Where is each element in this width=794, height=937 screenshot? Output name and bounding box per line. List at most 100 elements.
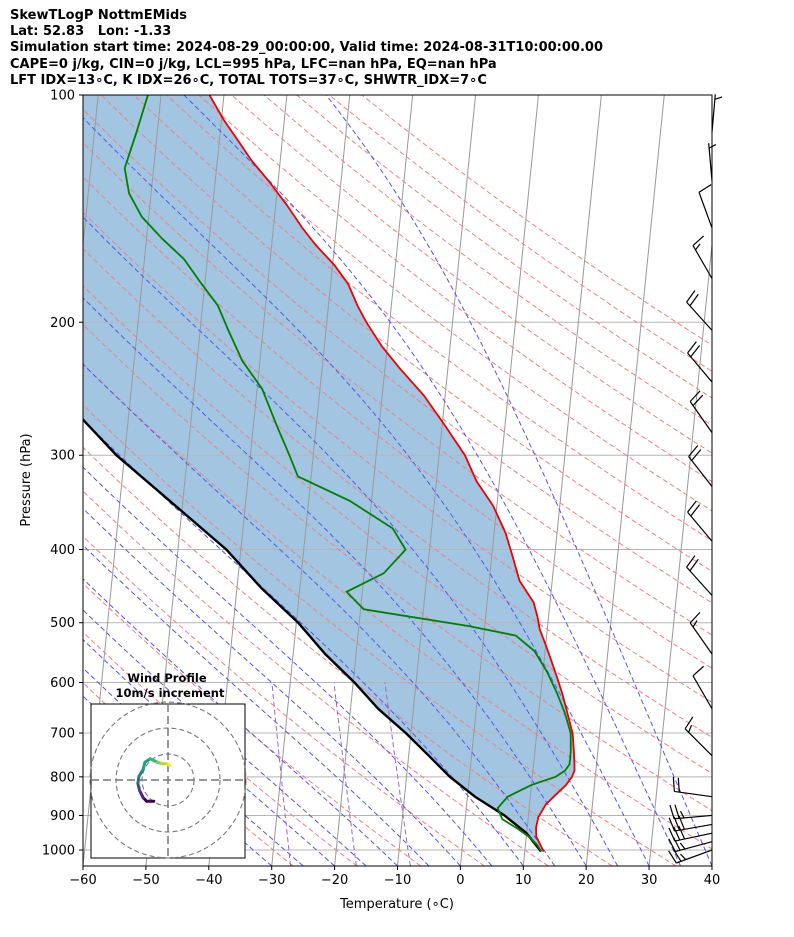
wind-barb (669, 804, 713, 820)
hodograph-inset: Wind Profile 10m/s increment (89, 671, 247, 859)
y-tick-label: 400 (50, 543, 75, 558)
y-tick-label: 1000 (42, 844, 75, 859)
wind-barb (668, 825, 713, 842)
dry-adiabat (83, 285, 712, 775)
wind-barb-feather (698, 184, 712, 193)
wind-barb-staff (689, 622, 713, 655)
moist-adiabat (83, 507, 461, 866)
isotherm-line (271, 95, 351, 866)
wind-barb-staff (674, 814, 713, 820)
wind-barb-feather (689, 611, 701, 624)
dry-adiabat (100, 95, 712, 572)
moist-adiabat (83, 609, 367, 866)
wind-barb (687, 341, 713, 383)
wind-barb-feather (692, 665, 705, 677)
series-layer (83, 95, 576, 853)
wind-barb-feather (695, 243, 701, 251)
wind-barb-feather (677, 777, 680, 793)
wind-barb-feather (686, 290, 696, 303)
mixing-ratio-line (333, 682, 357, 866)
dry-adiabat (83, 363, 712, 850)
chart-title-line-3: Simulation start time: 2024-08-29_00:00:… (10, 40, 603, 56)
chart-title-line-4: CAPE=0 j/kg, CIN=0 j/kg, LCL=995 hPa, LF… (10, 56, 497, 72)
wind-barb-feather (679, 810, 685, 819)
wind-barb (692, 235, 713, 279)
dry-adiabat (83, 108, 712, 604)
y-tick-label: 100 (50, 89, 75, 104)
wind-barb-staff (686, 566, 713, 596)
wind-barb (687, 500, 713, 542)
isotherm-line (585, 95, 665, 866)
dry-adiabat (83, 247, 712, 738)
isotherm-line (334, 95, 414, 866)
wind-barb-staff (692, 245, 713, 279)
wind-barb (668, 837, 713, 853)
hodograph-subtitle: 10m/s increment (116, 686, 225, 700)
y-tick-label: 700 (50, 727, 75, 742)
mixing-ratio-line (271, 682, 292, 866)
wind-barb-feather (687, 341, 697, 354)
wind-barb-feather (688, 725, 693, 733)
wind-barb-feather (689, 558, 699, 572)
wind-barb-feather (689, 293, 699, 307)
wind-barb-staff (674, 832, 713, 842)
wind-barb (689, 390, 713, 433)
wind-barb-staff (689, 401, 713, 433)
dry-adiabat (83, 323, 712, 812)
x-tick-label: 40 (704, 873, 721, 888)
wind-barb-staff (684, 728, 713, 757)
parcel-profile-line (83, 417, 543, 853)
wind-barb-feather (680, 853, 687, 860)
isotherm-line (459, 95, 539, 866)
isotherm-line (711, 861, 712, 866)
moist-adiabat (325, 95, 712, 866)
wind-barb-feather (690, 504, 701, 517)
wind-barb (686, 290, 713, 331)
y-tick-label: 200 (50, 316, 75, 331)
wind-barb-feather (708, 144, 717, 149)
hodograph-segment (166, 762, 172, 768)
wind-barb-feather (691, 449, 702, 461)
x-tick-label: −60 (69, 873, 96, 888)
moist-adiabat (83, 466, 493, 866)
wind-barb (672, 777, 713, 798)
wind-barb-feather (688, 445, 699, 457)
dry-adiabat (83, 631, 358, 866)
x-tick-label: 0 (456, 873, 464, 888)
wind-barb (708, 143, 717, 182)
moist-adiabat (83, 363, 556, 866)
wind-barb (711, 94, 723, 133)
wind-barb-staff (688, 456, 713, 487)
wind-barb-staff (711, 94, 716, 133)
dry-adiabat (166, 95, 712, 512)
chart-title-line-2: Lat: 52.83 Lon: -1.33 (10, 24, 172, 40)
wind-barb-staff (674, 790, 713, 798)
wind-barb-staff (708, 143, 713, 182)
chart-title-line-1: SkewTLogP NottmEMids (10, 8, 188, 23)
dry-adiabat (83, 404, 677, 866)
y-tick-label: 500 (50, 616, 75, 631)
wind-barb (686, 555, 713, 596)
dry-adiabat (198, 95, 712, 483)
wind-barbs (668, 94, 723, 864)
wind-barb-feather (672, 777, 675, 792)
dewpoint-line (123, 95, 572, 853)
cin-fill-layer (83, 95, 575, 852)
wind-barb (684, 716, 713, 757)
y-tick-label: 900 (50, 809, 75, 824)
wind-barb-feather (679, 842, 686, 850)
wind-barb-feather (673, 826, 681, 841)
wind-barb-feather (674, 804, 680, 819)
isotherm-line (522, 95, 602, 866)
wind-barb-feather (684, 716, 694, 730)
wind-barb-staff (687, 511, 713, 542)
wind-barb-feather (687, 500, 697, 513)
mixing-ratio-line (384, 682, 411, 866)
wind-barb-staff (686, 301, 713, 331)
wind-barb (689, 611, 713, 655)
x-tick-label: 30 (641, 873, 658, 888)
x-tick-label: 10 (515, 873, 532, 888)
axes-layer: −60 −50 −40 −30 −20 −10 0 10 20 30 40 1000 900 800 700… (42, 89, 720, 889)
moist-adiabat (183, 95, 681, 866)
moist-adiabat (83, 544, 430, 866)
